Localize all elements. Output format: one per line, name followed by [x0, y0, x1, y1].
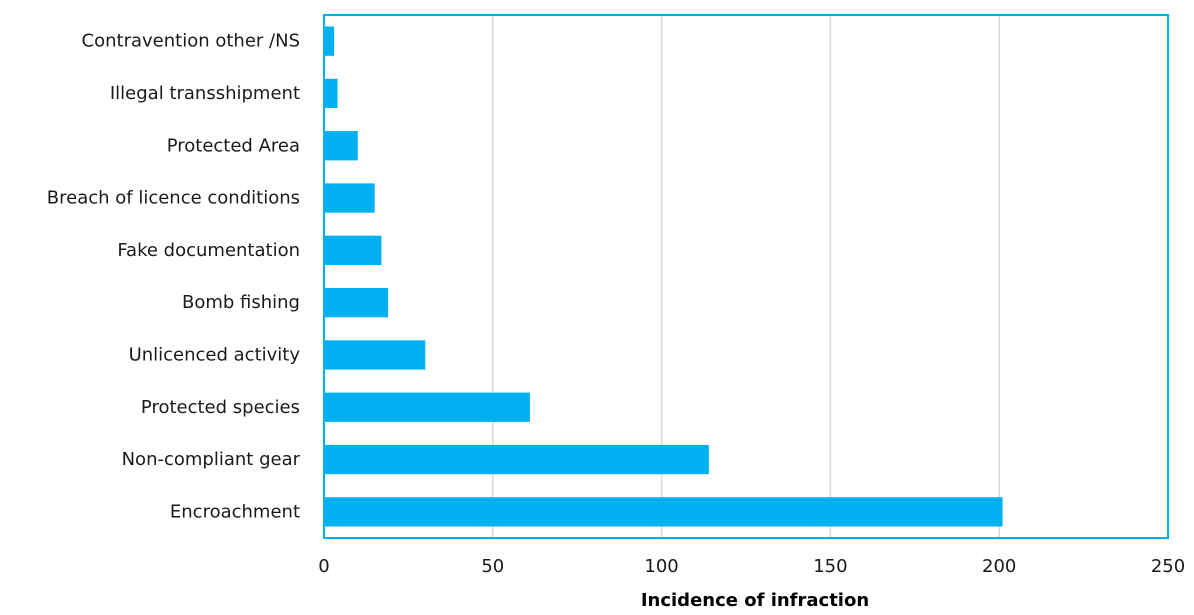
category-label: Encroachment — [170, 501, 300, 522]
category-label: Non-compliant gear — [122, 449, 301, 470]
x-tick-label: 200 — [982, 556, 1016, 577]
category-axis-labels: Encroachment Non-compliant gear Protected … — [47, 31, 301, 523]
bar-series — [324, 26, 1003, 527]
bar — [324, 235, 382, 265]
category-label: Unlicenced activity — [129, 344, 301, 365]
x-tick-label: 50 — [481, 556, 504, 577]
bar — [324, 78, 338, 109]
bar — [324, 26, 335, 56]
x-axis-title: Incidence of infraction — [641, 590, 869, 611]
bar — [324, 444, 709, 475]
bar — [324, 497, 1003, 527]
bar — [324, 183, 375, 213]
bar — [324, 340, 426, 370]
x-tick-label: 100 — [644, 556, 678, 577]
category-label: Illegal transshipment — [110, 83, 300, 104]
bar — [324, 288, 389, 318]
category-label: Contravention other /NS — [82, 31, 300, 52]
x-tick-label: 0 — [318, 556, 329, 577]
value-axis-tick-labels: 0 50 100 150 200 250 — [318, 556, 1185, 577]
bar — [324, 131, 358, 161]
category-label: Bomb fishing — [182, 292, 300, 313]
category-label: Protected species — [141, 397, 300, 418]
category-label: Protected Area — [167, 135, 300, 156]
x-tick-label: 250 — [1151, 556, 1185, 577]
category-label: Breach of licence conditions — [47, 188, 300, 209]
category-label: Fake documentation — [117, 240, 300, 261]
plot-area-border — [323, 14, 1169, 539]
x-tick-label: 150 — [813, 556, 847, 577]
bar — [324, 392, 530, 422]
